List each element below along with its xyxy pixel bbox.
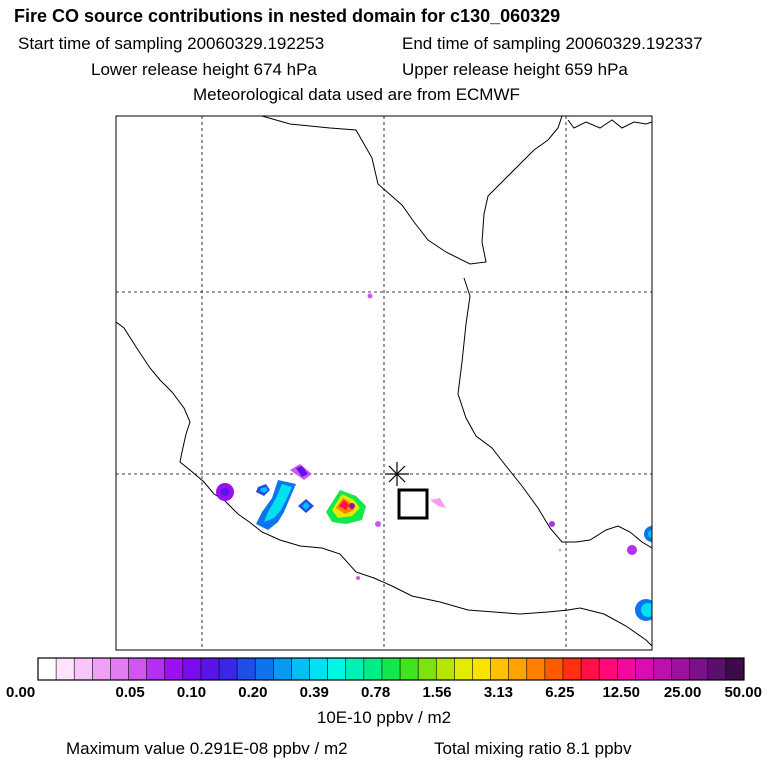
plot-frame <box>115 115 653 651</box>
colorbar-swatch <box>38 658 57 680</box>
colorbar-swatch <box>400 658 419 680</box>
colorbar-swatch <box>327 658 347 680</box>
colorbar-tick-label: 0.00 <box>6 684 36 701</box>
colorbar-swatch <box>472 658 492 680</box>
colorbar-swatch <box>562 658 582 680</box>
map-plot-area <box>116 116 652 650</box>
colorbar-swatch <box>707 658 727 680</box>
lat-lon-gridlines <box>116 116 652 650</box>
patch-edge-1 <box>644 526 652 542</box>
colorbar-swatch <box>345 658 365 680</box>
patch-west <box>216 483 234 501</box>
coastline-pacific-south <box>116 321 652 647</box>
colorbar-tick-label: 12.50 <box>602 684 640 701</box>
colorbar-tick-label: 0.39 <box>299 684 329 701</box>
colorbar-swatch <box>689 658 709 680</box>
patch-small-diamond <box>298 499 314 513</box>
patch-dot-4 <box>558 548 562 552</box>
colorbar-units: 10E-10 ppbv / m2 <box>316 708 452 727</box>
colorbar-swatch <box>291 658 311 680</box>
patch-dot-2 <box>367 293 373 299</box>
colorbar-swatch <box>725 658 745 680</box>
colorbar-swatch <box>363 658 383 680</box>
colorbar-swatch <box>309 658 329 680</box>
met-data-source: Meteorological data used are from ECMWF <box>193 85 520 104</box>
patch-east-faint <box>430 498 446 508</box>
colorbar-swatch <box>544 658 564 680</box>
colorbar-swatch <box>219 658 238 680</box>
coastlines <box>116 116 652 647</box>
upper-release-height: Upper release height 659 hPa <box>402 60 628 79</box>
colorbar-swatch <box>381 658 401 680</box>
sampling-box <box>397 488 429 520</box>
colorbar-swatch <box>490 658 510 680</box>
patch-elongated <box>256 480 296 530</box>
colorbar-swatch <box>508 658 528 680</box>
start-time: Start time of sampling 20060329.192253 <box>18 34 325 53</box>
colorbar-swatch <box>671 658 691 680</box>
colorbar-swatch <box>110 658 130 680</box>
total-mixing-ratio: Total mixing ratio 8.1 ppbv <box>434 739 632 758</box>
colorbar <box>37 657 745 681</box>
colorbar-swatch <box>454 658 473 680</box>
colorbar-swatch <box>635 658 654 680</box>
colorbar-swatch <box>418 658 437 680</box>
patch-dot-5 <box>627 545 637 555</box>
colorbar-swatch <box>581 658 600 680</box>
colorbar-swatch <box>617 658 636 680</box>
colorbar-swatch <box>182 658 202 680</box>
coastline-gulf-of-mexico <box>567 119 652 129</box>
colorbar-tick-label: 3.13 <box>483 684 514 701</box>
receptor-star <box>385 462 409 486</box>
colorbar-tick-label: 0.05 <box>115 684 145 701</box>
coastline-gulf-of-california <box>261 116 563 265</box>
patch-dot-6 <box>356 576 360 580</box>
colorbar-swatch <box>164 658 184 680</box>
patch-small-blue <box>256 484 270 496</box>
maximum-value: Maximum value 0.291E-08 ppbv / m2 <box>66 739 348 758</box>
colorbar-swatch <box>74 658 93 680</box>
colorbar-swatch <box>56 658 75 680</box>
colorbar-swatch <box>200 658 220 680</box>
patch-hotspot <box>326 490 366 524</box>
colorbar-tick-label: 1.56 <box>422 684 452 701</box>
patch-edge-2 <box>635 599 652 621</box>
colorbar-swatch <box>255 658 274 680</box>
colorbar-swatch <box>146 658 166 680</box>
patch-dot-3 <box>549 521 555 527</box>
colorbar-swatch <box>92 658 111 680</box>
colorbar-swatch <box>599 658 618 680</box>
lower-release-height: Lower release height 674 hPa <box>91 60 317 79</box>
colorbar-tick-label: 6.25 <box>545 684 575 701</box>
colorbar-tick-label: 0.20 <box>238 684 268 701</box>
colorbar-tick-label: 50.00 <box>724 684 762 701</box>
colorbar-swatch <box>526 658 546 680</box>
end-time: End time of sampling 20060329.192337 <box>402 34 703 53</box>
patch-north-magenta <box>290 464 312 480</box>
colorbar-tick-label: 25.00 <box>663 684 702 701</box>
colorbar-swatch <box>237 658 256 680</box>
colorbar-frame <box>37 657 745 681</box>
colorbar-swatch <box>273 658 292 680</box>
patch-dot-1 <box>375 521 381 527</box>
colorbar-swatch <box>436 658 455 680</box>
fire-contribution-patches <box>216 293 652 621</box>
colorbar-tick-label: 0.78 <box>361 684 391 701</box>
colorbar-swatch <box>128 658 148 680</box>
colorbar-tick-label: 0.10 <box>176 684 207 701</box>
chart-title: Fire CO source contributions in nested d… <box>14 6 561 26</box>
coastline-caribbean <box>457 277 652 549</box>
colorbar-swatch <box>653 658 673 680</box>
